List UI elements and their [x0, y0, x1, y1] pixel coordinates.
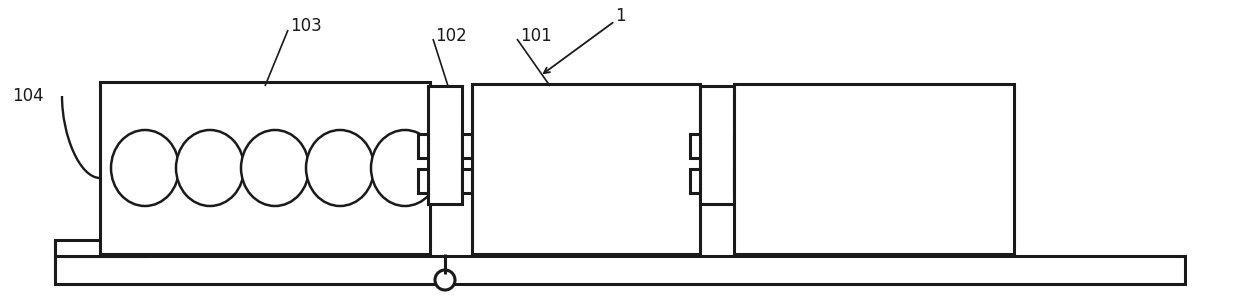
Bar: [734, 84, 1014, 254]
Bar: [689, 134, 701, 158]
Bar: [701, 86, 734, 204]
Bar: [689, 169, 701, 193]
Text: 103: 103: [290, 17, 321, 35]
Ellipse shape: [241, 130, 309, 206]
Bar: [463, 169, 472, 193]
Ellipse shape: [112, 130, 179, 206]
Bar: [100, 82, 430, 254]
Bar: [463, 134, 472, 158]
Bar: [55, 256, 1185, 284]
Text: 1: 1: [615, 7, 625, 25]
Text: 101: 101: [520, 27, 552, 45]
Ellipse shape: [306, 130, 374, 206]
Bar: [734, 169, 744, 193]
Bar: [472, 84, 701, 254]
Bar: [418, 169, 428, 193]
Bar: [734, 134, 744, 158]
Ellipse shape: [371, 130, 439, 206]
Bar: [55, 240, 145, 256]
Bar: [418, 134, 428, 158]
Text: 104: 104: [12, 87, 43, 105]
Text: 102: 102: [435, 27, 466, 45]
Circle shape: [435, 270, 455, 290]
Bar: [428, 86, 463, 204]
Ellipse shape: [176, 130, 244, 206]
